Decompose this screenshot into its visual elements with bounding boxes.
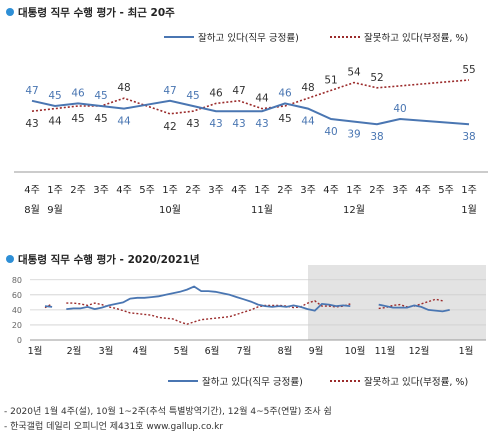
- x-tick-label: 5월: [174, 345, 189, 357]
- chart2-legend-disapprove: 잘못하고 있다(부정률, %): [330, 374, 468, 388]
- approve-data-label: 46: [278, 87, 292, 99]
- disapprove-data-label: 45: [278, 113, 291, 125]
- legend-solid-line-icon: [164, 36, 194, 38]
- x-tick-label: 4주: [116, 185, 132, 196]
- approve-data-label: 38: [370, 131, 383, 143]
- y-tick-label: 80: [12, 276, 22, 285]
- bullet-dot-icon: [6, 255, 14, 263]
- approve-data-label: 47: [163, 85, 176, 97]
- x-tick-month-label: 1월: [461, 204, 477, 216]
- x-tick-label: 4주: [415, 185, 431, 196]
- disapprove-data-label: 44: [255, 93, 269, 105]
- y-tick-label: 60: [12, 291, 22, 300]
- approve-data-label: 47: [25, 85, 38, 97]
- disapprove-data-label: 46: [209, 87, 223, 99]
- approve-data-label: 38: [462, 131, 475, 143]
- x-tick-month-label: 11월: [251, 204, 273, 216]
- disapprove-series-line: [31, 79, 470, 115]
- x-tick-label: 3주: [392, 185, 408, 196]
- disapprove-data-label: 47: [232, 85, 245, 97]
- approve-data-label: 45: [186, 90, 199, 102]
- x-tick-label: 4주: [24, 185, 40, 196]
- disapprove-data-label: 55: [462, 64, 475, 76]
- x-tick-label: 1주: [346, 185, 362, 196]
- x-tick-month-label: 9월: [47, 204, 63, 216]
- y-tick-label: 20: [12, 321, 22, 330]
- disapprove-data-label: 52: [370, 72, 383, 84]
- approve-data-label: 43: [232, 118, 245, 130]
- x-tick-label: 4주: [231, 185, 247, 196]
- x-tick-label: 5주: [139, 185, 155, 196]
- x-tick-label: 1주: [47, 185, 63, 196]
- disapprove-data-label: 54: [347, 67, 361, 79]
- x-tick-label: 2주: [70, 185, 86, 196]
- x-tick-label: 9월: [309, 345, 324, 357]
- approve-data-label: 40: [393, 103, 406, 115]
- y-tick-label: 40: [12, 306, 22, 315]
- chart2-legend-approve: 잘하고 있다(직무 긍정률): [168, 374, 303, 388]
- approve-data-label: 39: [347, 129, 360, 141]
- x-tick-label: 2주: [369, 185, 385, 196]
- disapprove-data-label: 43: [186, 118, 199, 130]
- bullet-dot-icon: [6, 8, 14, 16]
- x-tick-month-label: 10월: [159, 204, 181, 216]
- chart1-legend-approve: 잘하고 있다(직무 긍정률): [164, 30, 299, 44]
- approve-series-line: [31, 99, 470, 126]
- x-tick-label: 4월: [133, 345, 148, 357]
- x-tick-label: 1월: [459, 345, 474, 357]
- chart1-legend-disapprove: 잘못하고 있다(부정률, %): [330, 30, 468, 44]
- approve-data-label: 40: [324, 126, 337, 138]
- footnote-line1: - 2020년 1월 4주(설), 10월 1~2주(추석 특별방역기간), 1…: [4, 407, 332, 417]
- approve-data-label: 45: [48, 90, 61, 102]
- approve-data-label: 46: [71, 87, 85, 99]
- x-tick-label: 4주: [323, 185, 339, 196]
- disapprove-data-label: 45: [94, 113, 107, 125]
- x-tick-month-label: 12월: [343, 204, 365, 216]
- x-tick-label: 10월: [345, 345, 366, 357]
- x-tick-label: 7월: [237, 345, 252, 357]
- disapprove-data-label: 44: [48, 116, 62, 128]
- x-tick-label: 11월: [375, 345, 396, 357]
- approve-data-label: 44: [117, 116, 131, 128]
- chart1-line-chart: 47 45 46 45 44 47 45 43 43 43 46 44 40 39 38 40 38 43 44 45…: [14, 64, 488, 216]
- approve-data-label: 44: [301, 116, 315, 128]
- approve-data-label: 43: [255, 118, 268, 130]
- x-tick-label: 1주: [461, 185, 477, 196]
- chart2-line-chart: 0 20 40 60 80 1월 2월 3월 4월 5월 6월 7월 8월 9월 10월 11월 12월 1월: [12, 265, 486, 357]
- x-tick-label: 2주: [185, 185, 201, 196]
- legend-solid-line-icon: [168, 380, 198, 382]
- legend-dotted-line-icon: [330, 36, 360, 38]
- x-tick-label: 3주: [208, 185, 224, 196]
- approve-data-label: 43: [209, 118, 222, 130]
- shaded-period-region: [308, 265, 486, 340]
- x-tick-month-label: 8월: [24, 204, 40, 216]
- x-tick-label: 3주: [93, 185, 109, 196]
- disapprove-data-label: 51: [324, 74, 337, 86]
- legend-dotted-line-icon: [330, 380, 360, 382]
- x-tick-label: 6월: [205, 345, 220, 357]
- x-tick-label: 2월: [67, 345, 82, 357]
- approve-data-label: 45: [94, 90, 107, 102]
- x-tick-label: 8월: [278, 345, 293, 357]
- x-tick-label: 2주: [277, 185, 293, 196]
- x-tick-label: 1주: [254, 185, 270, 196]
- disapprove-data-label: 42: [163, 121, 176, 133]
- y-tick-label: 0: [17, 336, 22, 345]
- x-tick-label: 12월: [409, 345, 430, 357]
- disapprove-data-label: 48: [117, 82, 130, 94]
- footnote-line2: - 한국갤럽 데일리 오피니언 제431호 www.gallup.co.kr: [4, 422, 224, 432]
- x-tick-label: 1월: [28, 345, 43, 357]
- chart1-title: 대통령 직무 수행 평가 - 최근 20주: [6, 5, 175, 20]
- x-tick-label: 3월: [99, 345, 114, 357]
- x-tick-label: 3주: [300, 185, 316, 196]
- chart2-title: 대통령 직무 수행 평가 - 2020/2021년: [6, 252, 200, 267]
- x-tick-label: 5주: [438, 185, 454, 196]
- disapprove-data-label: 48: [301, 82, 314, 94]
- x-tick-label: 1주: [162, 185, 178, 196]
- disapprove-data-label: 45: [71, 113, 84, 125]
- disapprove-data-label: 43: [25, 118, 38, 130]
